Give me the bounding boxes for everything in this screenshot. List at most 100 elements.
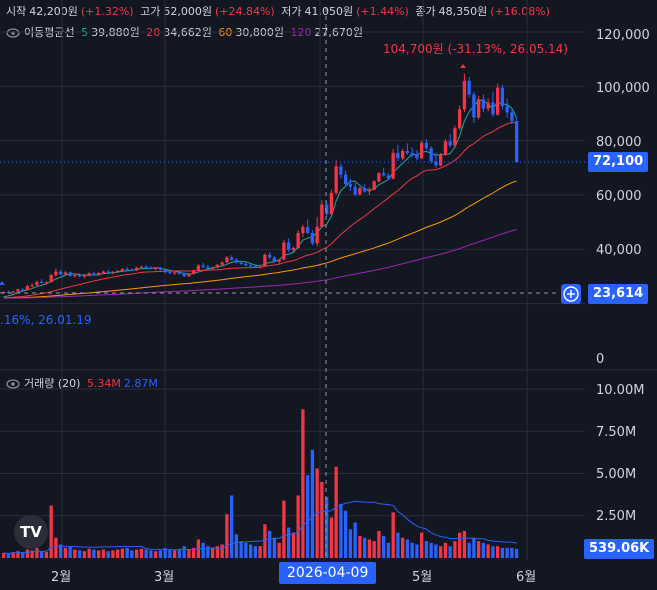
volume-bar (358, 536, 362, 558)
volume-bar (130, 550, 134, 558)
price-tick-120000: 120,000 (596, 28, 650, 43)
candle-body (458, 109, 462, 129)
volume-bar (120, 548, 125, 558)
candle-body (443, 141, 448, 155)
volume-bar (230, 495, 234, 558)
volume-bar (320, 481, 324, 558)
volume-bar (125, 547, 129, 558)
candle-body (182, 273, 186, 277)
candle-body (282, 242, 286, 260)
volume-bar (201, 542, 205, 558)
candle-body (139, 266, 144, 268)
volume-bar (244, 542, 248, 558)
candle-body (92, 273, 96, 276)
candle-body (377, 173, 381, 182)
volume-bar (187, 549, 191, 558)
candle-body (11, 291, 15, 293)
eye-icon[interactable] (6, 378, 20, 390)
candle-body (291, 247, 296, 250)
volume-bar (92, 549, 96, 558)
candle-body (144, 266, 148, 268)
volume-bar (500, 547, 505, 558)
candle-body (268, 254, 272, 258)
candle-body (325, 204, 329, 215)
candle-body (372, 181, 376, 190)
candle-body (386, 175, 391, 179)
high-label: 고가 (140, 5, 161, 18)
candle-body (453, 128, 457, 146)
add-alert-button[interactable] (561, 284, 581, 304)
candle-body (220, 262, 224, 265)
candle-body (320, 204, 324, 227)
open-value: 42,200원 (29, 5, 78, 18)
candle-body (206, 266, 210, 269)
volume-legend[interactable]: 거래량 (20) 5.34M 2.87M (6, 377, 161, 391)
candle-body (344, 174, 348, 185)
low-change: (+1.44%) (356, 5, 409, 18)
candle-body (472, 94, 476, 118)
candle-body (68, 272, 72, 276)
candle-body (177, 272, 182, 274)
candle-body (306, 227, 310, 234)
candle-body (315, 226, 319, 244)
volume-value-1: 5.34M (86, 377, 121, 390)
time-tick-mar: 3월 (154, 570, 174, 585)
candle-body (272, 257, 277, 262)
candle-body (196, 265, 201, 271)
volume-bar (234, 534, 239, 558)
candle-body (44, 282, 49, 284)
candle-body (211, 267, 215, 269)
volume-bar (481, 542, 486, 558)
volume-bar (21, 552, 25, 558)
candle-body (481, 99, 486, 109)
volume-bar (192, 547, 196, 558)
volume-bar (44, 552, 49, 558)
volume-bar (391, 512, 395, 558)
candle-body (16, 289, 20, 292)
candle-body (244, 264, 248, 266)
tradingview-logo[interactable]: TV (14, 515, 48, 549)
time-tick-jun: 6월 (516, 570, 536, 585)
candle-body (173, 272, 177, 274)
candle-body (434, 161, 438, 166)
volume-bar (306, 475, 310, 558)
volume-bar (434, 544, 438, 558)
candle-body (82, 275, 87, 277)
volume-bar (211, 547, 215, 558)
candle-body (462, 80, 467, 110)
close-value: 48,350원 (438, 5, 488, 18)
candle-body (287, 242, 291, 250)
candle-body (467, 80, 471, 95)
low-label: 저가 (281, 5, 302, 18)
volume-bar (68, 546, 72, 558)
candle-body (135, 267, 139, 271)
volume-bar (348, 529, 353, 558)
candle-body (310, 233, 315, 244)
price-tick-0: 0 (596, 352, 604, 367)
candle-body (111, 271, 115, 273)
volume-bar (106, 551, 110, 558)
volume-bar (353, 522, 357, 558)
volume-bar (173, 550, 177, 558)
volume-bar (258, 546, 262, 558)
candle-body (234, 259, 239, 263)
time-tick-feb: 2월 (51, 570, 71, 585)
candle-body (296, 233, 300, 248)
candle-body (486, 102, 490, 109)
candle-body (263, 254, 267, 267)
candle-body (225, 257, 229, 263)
close-change: (+16.08%) (490, 5, 550, 18)
plus-circle-icon (563, 286, 579, 302)
volume-bar (87, 548, 91, 558)
candle-body (301, 227, 305, 234)
volume-bar (177, 548, 182, 558)
price-tick-80000: 80,000 (596, 135, 642, 150)
volume-bar (491, 546, 495, 558)
volume-bar (6, 553, 11, 558)
candle-body (448, 141, 452, 146)
volume-bar (78, 550, 82, 558)
candle-body (353, 186, 357, 195)
candle-body (187, 274, 191, 277)
candle-body (505, 105, 509, 113)
